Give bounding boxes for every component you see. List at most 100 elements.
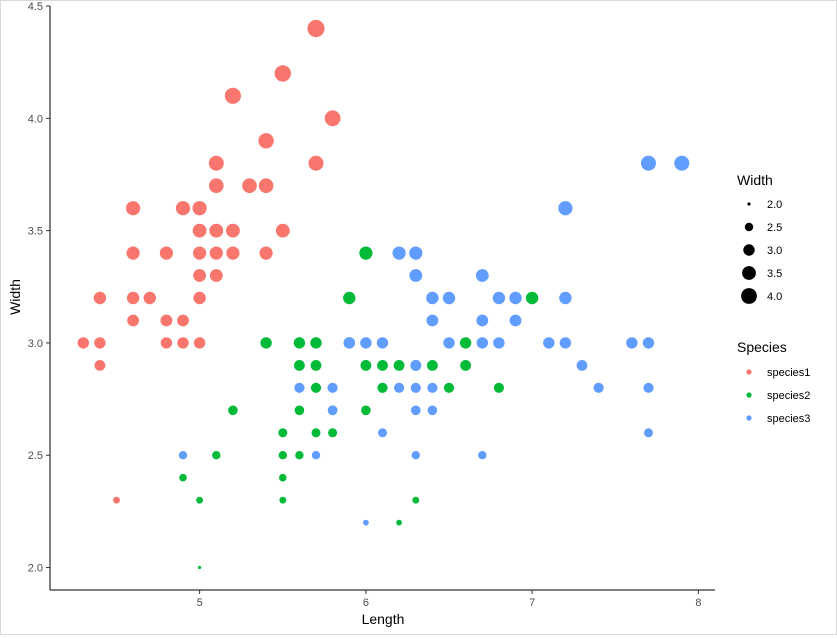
data-point-species1 <box>259 246 273 260</box>
data-point-species2 <box>196 496 204 504</box>
data-point-species1 <box>193 337 206 349</box>
data-point-species2 <box>278 428 288 438</box>
data-point-species1 <box>94 360 106 371</box>
y-tick-label: 2.5 <box>28 450 43 462</box>
data-point-species3 <box>558 201 573 216</box>
data-point-species3 <box>626 337 638 349</box>
size-legend-key <box>742 266 756 280</box>
y-tick-label: 2.0 <box>28 563 43 575</box>
data-point-species2 <box>493 382 504 393</box>
data-point-species2 <box>293 337 306 349</box>
data-point-species3 <box>475 269 489 282</box>
data-point-species3 <box>360 337 372 349</box>
data-point-species3 <box>410 382 421 393</box>
data-point-species1 <box>160 337 173 349</box>
data-point-species1 <box>193 291 206 305</box>
data-point-species1 <box>177 337 189 349</box>
data-point-species2 <box>295 451 304 460</box>
data-point-species3 <box>576 360 588 371</box>
data-point-species1 <box>226 246 240 260</box>
data-point-species3 <box>409 269 423 282</box>
x-tick-label: 7 <box>529 597 535 609</box>
data-point-species3 <box>476 314 489 327</box>
points-layer <box>77 19 690 570</box>
data-point-species3 <box>426 314 439 327</box>
data-point-species1 <box>209 178 224 193</box>
color-legend-key <box>746 415 752 421</box>
data-point-species3 <box>378 428 387 438</box>
color-legend-key <box>746 369 752 375</box>
color-legend-key <box>746 392 752 398</box>
x-tick-label: 5 <box>197 597 203 609</box>
size-legend-label: 2.0 <box>767 199 782 211</box>
data-point-species1 <box>126 201 141 216</box>
data-point-species3 <box>294 382 305 393</box>
data-point-species2 <box>294 405 305 416</box>
data-point-species1 <box>209 246 223 260</box>
size-legend-label: 4.0 <box>767 291 782 303</box>
data-point-species2 <box>396 519 402 526</box>
data-point-species3 <box>509 314 522 327</box>
size-legend-key <box>741 288 757 304</box>
data-point-species3 <box>411 451 420 460</box>
data-point-species1 <box>113 496 120 504</box>
data-point-species1 <box>308 155 324 171</box>
data-point-species1 <box>77 337 90 349</box>
data-point-species1 <box>209 269 223 282</box>
data-point-species3 <box>392 246 406 260</box>
data-point-species1 <box>175 201 191 216</box>
data-point-species2 <box>179 473 187 482</box>
data-point-species1 <box>307 19 325 38</box>
data-point-species2 <box>443 382 455 393</box>
data-point-species1 <box>159 246 173 260</box>
size-legend-key <box>743 244 755 256</box>
data-point-species3 <box>644 428 653 438</box>
data-point-species2 <box>212 451 221 460</box>
data-point-species2 <box>377 360 388 371</box>
data-point-species1 <box>209 223 224 238</box>
data-point-species2 <box>427 360 438 371</box>
data-point-species3 <box>674 155 690 171</box>
data-point-species1 <box>160 314 173 327</box>
size-legend-label: 3.0 <box>767 245 782 257</box>
data-point-species3 <box>492 291 506 305</box>
data-point-species3 <box>642 337 655 349</box>
data-point-species2 <box>328 428 338 438</box>
data-point-species3 <box>426 291 439 305</box>
color-legend-title: Species <box>737 339 787 355</box>
data-point-species1 <box>224 87 241 104</box>
data-point-species2 <box>377 382 388 393</box>
data-point-species2 <box>460 360 471 371</box>
data-point-species3 <box>178 451 188 460</box>
data-point-species2 <box>361 405 371 416</box>
data-point-species2 <box>393 360 405 371</box>
data-point-species3 <box>376 337 389 349</box>
data-point-species2 <box>311 428 321 438</box>
data-point-species3 <box>442 291 456 305</box>
data-point-species3 <box>443 337 455 349</box>
data-point-species2 <box>260 337 272 349</box>
y-tick-label: 4.0 <box>28 113 43 125</box>
y-tick-label: 3.0 <box>28 338 43 350</box>
y-tick-label: 3.5 <box>28 226 43 238</box>
data-point-species1 <box>193 246 207 260</box>
data-point-species2 <box>278 451 287 460</box>
data-point-species1 <box>324 110 341 127</box>
x-axis-title: Length <box>362 611 405 627</box>
data-point-species3 <box>409 246 423 260</box>
data-point-species1 <box>275 223 290 238</box>
data-point-species1 <box>192 201 207 216</box>
size-legend-key <box>747 202 751 206</box>
data-point-species3 <box>559 337 572 349</box>
data-point-species1 <box>126 246 140 260</box>
size-legend-title: Width <box>737 172 773 188</box>
data-point-species3 <box>559 291 572 305</box>
y-tick-label: 4.5 <box>28 1 43 13</box>
data-point-species2 <box>294 360 305 371</box>
data-point-species3 <box>411 405 421 416</box>
data-point-species2 <box>228 405 238 416</box>
data-point-species3 <box>476 337 488 349</box>
data-point-species3 <box>363 519 369 526</box>
data-point-species1 <box>177 314 189 327</box>
color-legend-label: species1 <box>767 367 810 379</box>
